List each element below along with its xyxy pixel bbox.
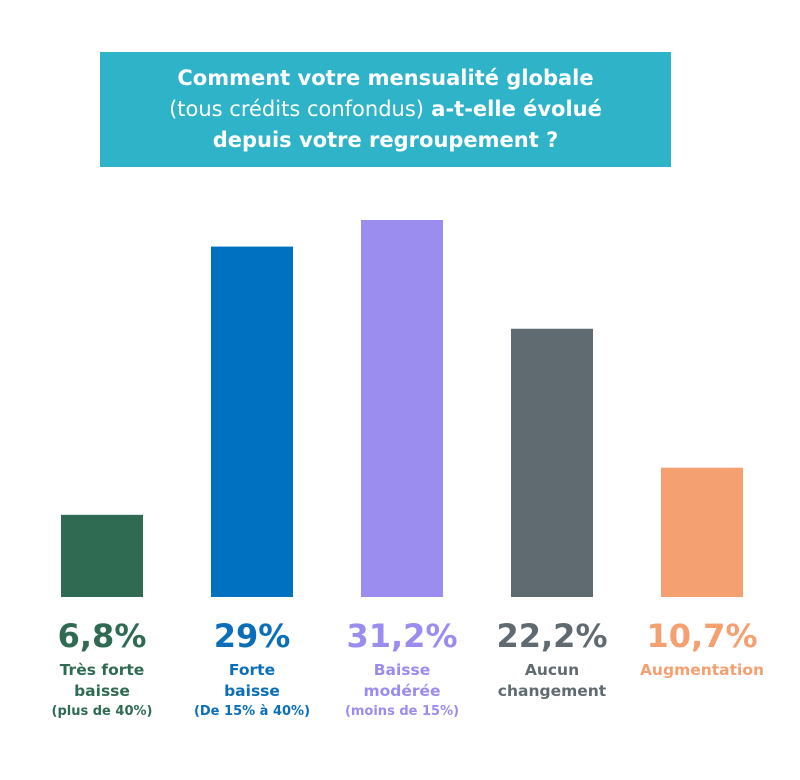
bar-3: [361, 220, 443, 597]
category-label: Forte: [228, 661, 276, 679]
title-line-1: Comment votre mensualité globale: [177, 66, 594, 90]
category-label: changement: [497, 682, 607, 700]
title-line-3: depuis votre regroupement ?: [212, 128, 559, 152]
value-label: 22,2%: [496, 617, 608, 655]
category-label: Augmentation: [639, 661, 765, 679]
title-line-2-light: (tous crédits confondus): [169, 97, 424, 121]
bar-1: [61, 514, 143, 597]
value-label: 31,2%: [346, 617, 458, 655]
category-label: baisse: [224, 682, 280, 700]
category-sublabel: (plus de 40%): [51, 704, 153, 719]
category-3: 31,2% Baisse modérée (moins de 15%): [327, 612, 477, 722]
title-line-2-bold: a-t-elle évolué: [423, 97, 602, 121]
category-sublabel: (moins de 15%): [344, 704, 460, 719]
title-line-2: (tous crédits confondus) a-t-elle évolué: [100, 94, 671, 125]
category-sublabel: (De 15% à 40%): [193, 704, 311, 719]
category-4: 22,2% Aucun changement: [477, 612, 627, 702]
category-1: 6,8% Très forte baisse (plus de 40%): [27, 612, 177, 722]
category-label: modérée: [363, 682, 441, 700]
value-label: 29%: [213, 617, 291, 655]
bar-2: [211, 246, 293, 598]
category-label: baisse: [74, 682, 130, 700]
category-label: Aucun: [524, 661, 580, 679]
bar-4: [511, 328, 593, 597]
value-label: 10,7%: [646, 617, 758, 655]
value-label: 6,8%: [57, 617, 147, 655]
category-label: Baisse: [373, 661, 431, 679]
bar-5: [661, 467, 743, 597]
category-5: 10,7% Augmentation: [627, 612, 777, 681]
category-label: Très forte: [59, 661, 145, 679]
category-2: 29% Forte baisse (De 15% à 40%): [177, 612, 327, 722]
chart-title: Comment votre mensualité globale (tous c…: [100, 52, 671, 167]
